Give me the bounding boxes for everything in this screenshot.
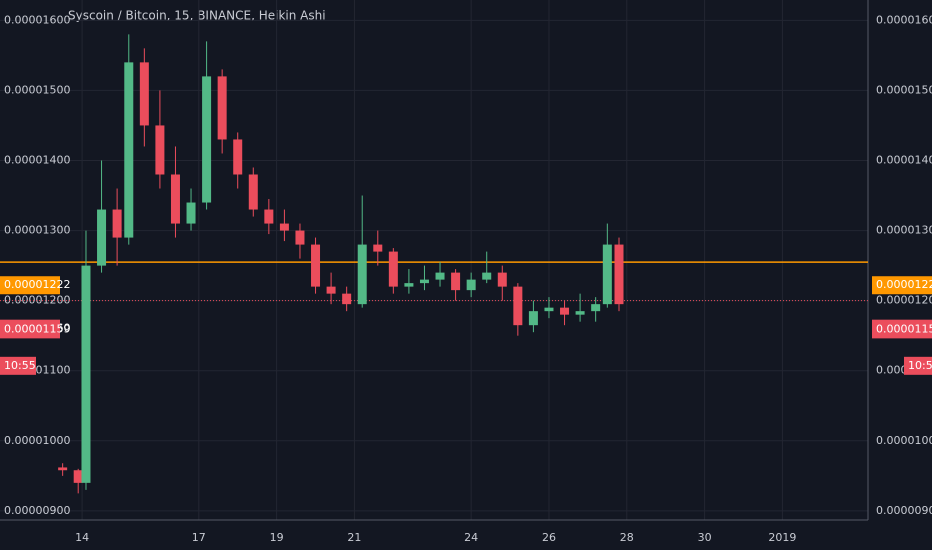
x-tick-label: 21	[347, 531, 361, 544]
candle-body	[81, 265, 91, 483]
candle-body	[186, 202, 196, 224]
candle-body	[528, 311, 538, 326]
y-tick-label-left: 0.00001500	[4, 83, 70, 96]
y-tick-label-left: 0.00001600	[4, 13, 70, 26]
x-tick-label: 2019	[768, 531, 796, 544]
candle-body	[357, 244, 367, 305]
candle-body	[112, 209, 122, 238]
y-tick-label-left: 0.00001200	[4, 294, 70, 307]
candle-body	[560, 307, 570, 315]
y-tick-label-right: 0.00001600	[876, 13, 932, 26]
candle-body	[279, 223, 289, 231]
y-tick-label-right: 0.00001400	[876, 153, 932, 166]
x-tick-label: 17	[192, 531, 206, 544]
price-badge	[904, 356, 932, 375]
price-badge-label: 0.00001159	[876, 322, 932, 335]
candle-body	[575, 311, 585, 315]
candle-body	[419, 279, 429, 284]
candle-body	[591, 304, 601, 312]
candle-body	[97, 209, 107, 266]
price-badge-label: 10:55	[908, 359, 932, 372]
price-badge	[872, 320, 932, 339]
candle-body	[435, 272, 445, 280]
candle-body	[388, 251, 398, 287]
price-badge-label: 0.00001222	[4, 278, 70, 291]
candle-body	[497, 272, 507, 287]
candle-body	[264, 209, 274, 224]
candle-body	[248, 174, 258, 210]
candle-body	[513, 286, 523, 326]
candle-body	[544, 307, 554, 312]
candle-body	[602, 244, 612, 305]
candle-body	[342, 293, 352, 305]
price-badge-label: 0.00001222	[876, 278, 932, 291]
candle-body	[326, 286, 336, 294]
x-tick-label: 24	[464, 531, 478, 544]
price-badge	[0, 276, 60, 295]
y-tick-label-right: 0.00000900	[876, 504, 932, 517]
price-badge-label: 0.00001159	[4, 322, 70, 335]
candle-body	[451, 272, 461, 291]
x-tick-label: 19	[270, 531, 284, 544]
candle-body	[202, 76, 212, 203]
chart-title: Syscoin / Bitcoin, 15, BINANCE, Heikin A…	[68, 9, 326, 23]
candle-body	[155, 125, 165, 175]
candle-body	[295, 230, 305, 245]
candle-body	[466, 279, 476, 291]
price-badge-label: 10:55	[4, 359, 36, 372]
y-tick-label-left: 0.00001300	[4, 224, 70, 237]
candle-body	[373, 244, 383, 252]
y-tick-label-right: 0.00001000	[876, 434, 932, 447]
candle-body	[217, 76, 227, 140]
candle-body	[124, 62, 134, 238]
candle-body	[170, 174, 180, 224]
x-tick-label: 28	[620, 531, 634, 544]
x-tick-label: 26	[542, 531, 556, 544]
price-badge	[0, 356, 36, 375]
y-tick-label-left: 0.00001400	[4, 153, 70, 166]
candle-body	[58, 467, 68, 471]
y-tick-label-right: 0.00001200	[876, 294, 932, 307]
candle-body	[404, 283, 414, 287]
candle-body	[233, 139, 243, 175]
candle-body	[482, 272, 492, 280]
candle-body	[73, 470, 83, 483]
x-tick-label: 30	[698, 531, 712, 544]
price-badge	[872, 276, 932, 295]
y-tick-label-right: 0.00001300	[876, 224, 932, 237]
candle-body	[614, 244, 624, 305]
candle-body	[139, 62, 149, 126]
y-tick-label-left: 0.00000900	[4, 504, 70, 517]
candle-body	[311, 244, 321, 287]
x-tick-label: 14	[75, 531, 89, 544]
price-badge	[0, 320, 60, 339]
y-tick-label-left: 0.00001000	[4, 434, 70, 447]
y-tick-label-right: 0.00001500	[876, 83, 932, 96]
